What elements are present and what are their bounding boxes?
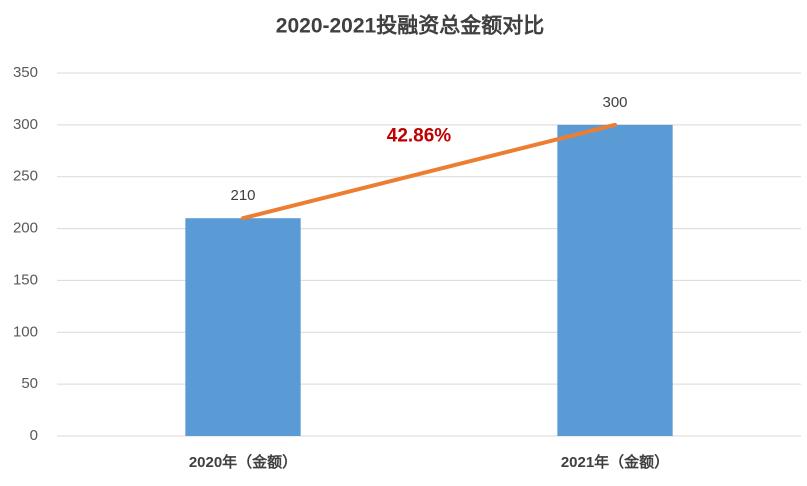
bar — [185, 218, 301, 436]
trend-line — [241, 122, 617, 221]
bar — [557, 124, 673, 436]
x-tick-label: 2021年（金额） — [561, 453, 669, 471]
y-tick-label: 0 — [30, 427, 38, 444]
x-tick-label: 2020年（金额） — [189, 453, 297, 471]
y-tick-label: 50 — [21, 375, 38, 392]
y-tick-label: 300 — [13, 116, 38, 133]
annotation: 42.86% — [387, 126, 452, 147]
y-tick-label: 200 — [13, 220, 38, 237]
y-tick-label: 100 — [13, 323, 38, 340]
chart-title: 2020-2021投融资总金额对比 — [276, 14, 544, 38]
value-label: 210 — [230, 187, 255, 204]
y-tick-label: 350 — [13, 64, 38, 81]
value-label: 300 — [602, 94, 627, 111]
y-tick-label: 250 — [13, 168, 38, 185]
y-tick-label: 150 — [13, 271, 38, 288]
